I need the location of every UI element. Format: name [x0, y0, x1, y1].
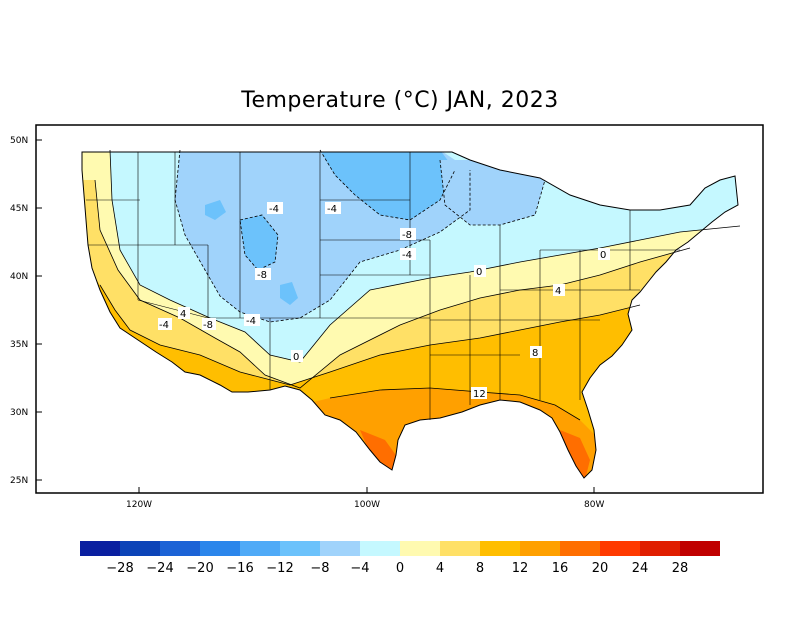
temperature-fill	[82, 152, 738, 478]
colorbar-label: −24	[146, 561, 173, 576]
state-borders	[86, 152, 680, 420]
colorbar-swatch	[320, 541, 360, 556]
colorbar-label: 28	[672, 561, 689, 576]
lon-label-80w: 80W	[584, 500, 604, 510]
latitude-axis: 50N 45N 40N 35N 30N 25N	[10, 136, 42, 486]
colorbar-swatch	[160, 541, 200, 556]
colorbar-label: 12	[512, 561, 529, 576]
colorbar-label: 24	[632, 561, 649, 576]
colorbar: −28 −24 −20 −16 −12 −8 −4 0 4 8 12 16 20 24 28	[80, 541, 720, 576]
contour-label: -4	[402, 250, 412, 261]
colorbar-swatch	[560, 541, 600, 556]
lon-label-100w: 100W	[354, 500, 380, 510]
colorbar-swatch	[600, 541, 640, 556]
contour-label: 0	[476, 267, 482, 278]
colorbar-label: −4	[350, 561, 369, 576]
lat-label-30n: 30N	[10, 408, 28, 418]
colorbar-swatch	[640, 541, 680, 556]
contour-label: 4	[555, 286, 561, 297]
colorbar-label: −8	[310, 561, 329, 576]
colorbar-label: 20	[592, 561, 609, 576]
contour-label: 8	[532, 348, 538, 359]
colorbar-swatch	[440, 541, 480, 556]
longitude-axis: 120W 100W 80W	[126, 487, 604, 510]
lat-label-45n: 45N	[10, 204, 28, 214]
colorbar-label: −12	[266, 561, 293, 576]
colorbar-swatch	[400, 541, 440, 556]
colorbar-label: 4	[436, 561, 444, 576]
colorbar-swatch	[480, 541, 520, 556]
contour-label: 0	[600, 250, 606, 261]
lon-label-120w: 120W	[126, 500, 152, 510]
colorbar-label: 16	[552, 561, 569, 576]
contour-label: -8	[402, 230, 412, 241]
map-frame	[35, 124, 764, 494]
contour-label: 4	[180, 309, 186, 320]
map-title: Temperature (°C) JAN, 2023	[241, 88, 559, 113]
colorbar-swatch	[240, 541, 280, 556]
contour-label: -4	[327, 204, 337, 215]
contour-labels: -4 -4 -8 -4 -8 -4 -8 -4 0 4 0 0 4 8 12	[158, 202, 610, 400]
colorbar-label: 0	[396, 561, 404, 576]
contour-label: -4	[246, 316, 256, 327]
lat-label-40n: 40N	[10, 272, 28, 282]
contour-label: 12	[473, 389, 486, 400]
contour-lines-dashed	[174, 149, 546, 323]
colorbar-swatch	[120, 541, 160, 556]
contour-label: -4	[269, 204, 279, 215]
contour-label: -4	[159, 320, 169, 331]
colorbar-label: −16	[226, 561, 253, 576]
lat-label-25n: 25N	[10, 476, 28, 486]
colorbar-label: −20	[186, 561, 213, 576]
colorbar-swatch	[280, 541, 320, 556]
lat-label-50n: 50N	[10, 136, 28, 146]
colorbar-label: −28	[106, 561, 133, 576]
lat-label-35n: 35N	[10, 340, 28, 350]
contour-label: 0	[293, 352, 299, 363]
colorbar-swatch	[200, 541, 240, 556]
colorbar-swatch	[360, 541, 400, 556]
colorbar-label: 8	[476, 561, 484, 576]
us-outline	[81, 151, 739, 479]
contour-label: -8	[257, 270, 267, 281]
contour-label: -8	[203, 320, 213, 331]
colorbar-swatch	[680, 541, 720, 556]
colorbar-swatch	[520, 541, 560, 556]
colorbar-swatch	[80, 541, 120, 556]
